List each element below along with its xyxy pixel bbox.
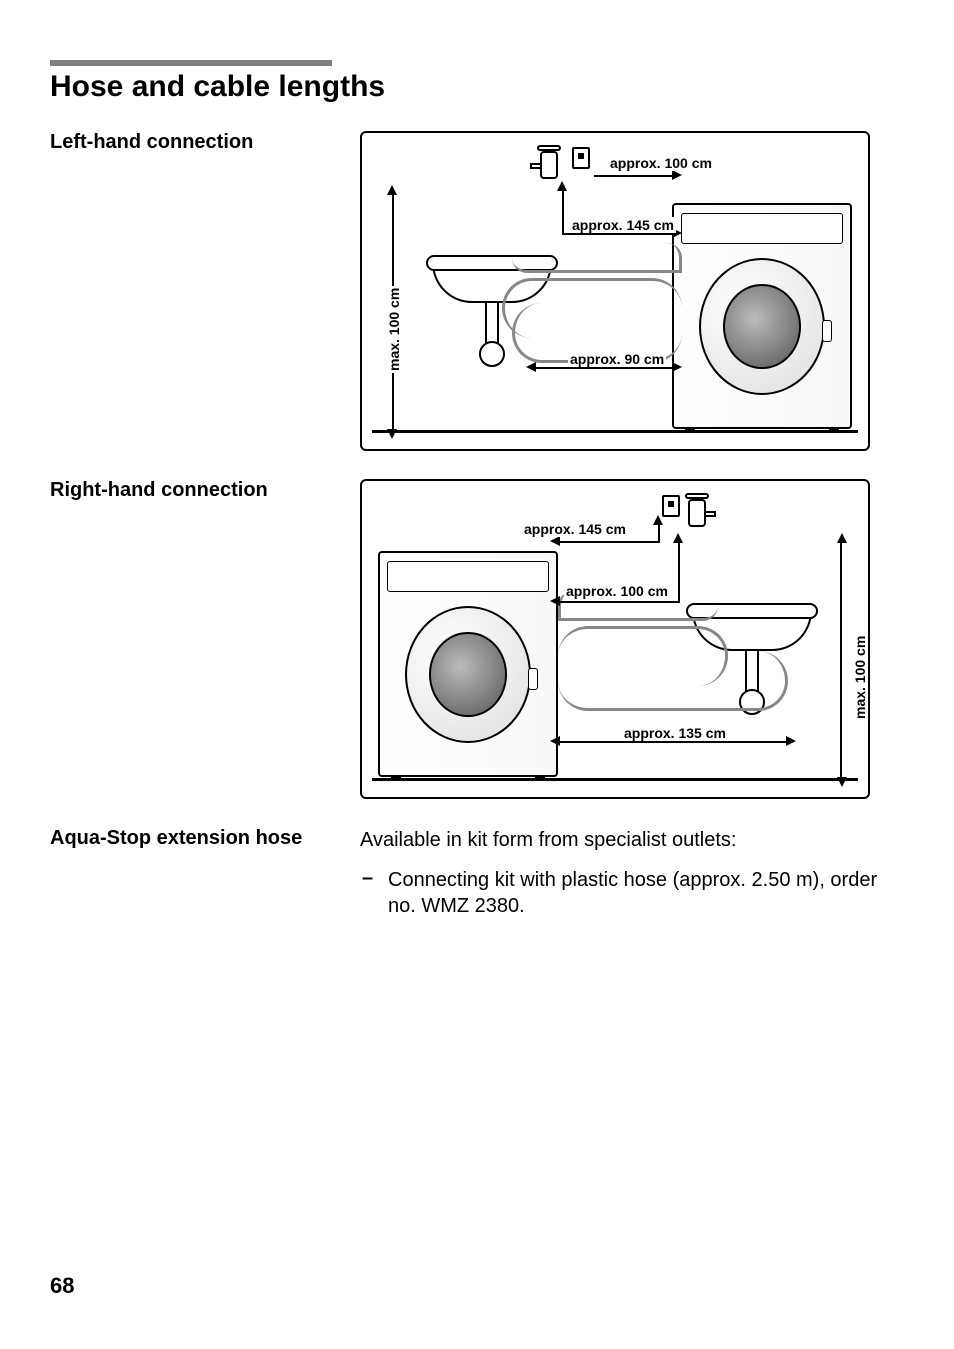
label-145-left: approx. 145 cm	[570, 217, 676, 233]
label-145-right: approx. 145 cm	[522, 521, 628, 537]
diagram-right-connection: max. 100 cm approx. 145 cm approx. 100 c…	[360, 479, 870, 799]
label-135-right: approx. 135 cm	[622, 725, 728, 741]
bullet-dash-icon: –	[360, 867, 388, 919]
aqua-stop-bullet-text: Connecting kit with plastic hose (approx…	[388, 867, 904, 919]
label-100-right: approx. 100 cm	[564, 583, 670, 599]
section-rule	[50, 60, 332, 66]
aqua-stop-intro: Available in kit form from specialist ou…	[360, 827, 904, 853]
row-right-connection: Right-hand connection	[50, 479, 904, 799]
row-aqua-stop: Aqua-Stop extension hose Available in ki…	[50, 827, 904, 919]
diagram-left-connection: max. 100 cm	[360, 131, 870, 451]
label-90-left: approx. 90 cm	[568, 351, 666, 367]
aqua-stop-bullet: – Connecting kit with plastic hose (appr…	[360, 867, 904, 919]
subheading-aqua-stop: Aqua-Stop extension hose	[50, 827, 360, 850]
washing-machine-left-diagram	[672, 203, 852, 429]
label-max100-left: max. 100 cm	[386, 285, 402, 372]
label-max100-right: max. 100 cm	[852, 633, 868, 720]
socket-icon	[662, 495, 680, 517]
label-100-left: approx. 100 cm	[608, 155, 714, 171]
page-title: Hose and cable lengths	[50, 70, 904, 105]
socket-icon	[572, 147, 590, 169]
row-left-connection: Left-hand connection max. 100 cm	[50, 131, 904, 451]
subheading-left: Left-hand connection	[50, 131, 360, 154]
washing-machine-right-diagram	[378, 551, 558, 777]
page-number: 68	[50, 1273, 74, 1299]
subheading-right: Right-hand connection	[50, 479, 360, 502]
